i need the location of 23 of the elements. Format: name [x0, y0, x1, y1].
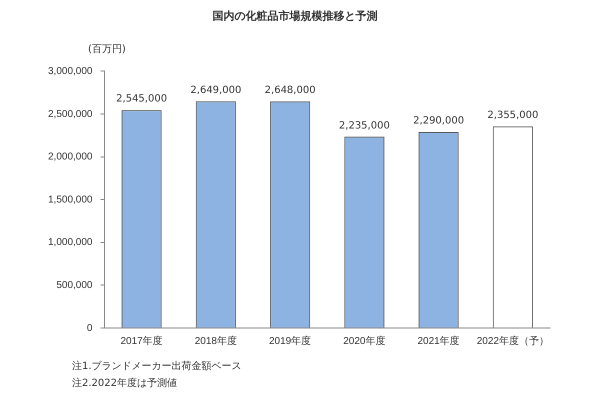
x-tick-label: 2017年度 — [120, 334, 163, 347]
x-tick-label: 2021年度 — [417, 334, 460, 347]
x-tick-label: 2022年度（予） — [476, 334, 549, 347]
data-label: 2,235,000 — [338, 120, 390, 132]
text: 注1.ブランドメーカー出荷金額ベース — [72, 360, 242, 374]
data-label: 2,649,000 — [190, 84, 242, 96]
chart-title: 国内の化粧品市場規模推移と予測 — [212, 9, 378, 22]
x-tick-label: 2020年度 — [343, 334, 386, 347]
y-tick-label: 1,000,000 — [48, 237, 93, 248]
data-label: 2,290,000 — [413, 116, 464, 127]
data-label: 2,545,000 — [116, 94, 168, 105]
text: 注2.2022年度は予測値 — [72, 376, 178, 391]
y-tick-label: 1,500,000 — [48, 194, 93, 206]
y-tick-label: 2,500,000 — [48, 108, 93, 120]
y-tick-label: 3,000,000 — [48, 66, 93, 77]
y-tick-label: 2,000,000 — [48, 152, 93, 163]
x-tick-label: 2019年度 — [268, 334, 312, 347]
data-label: 2,648,000 — [264, 84, 316, 96]
y-axis-title: (百万円) — [88, 43, 126, 56]
x-tick-label: 2018年度 — [194, 334, 237, 347]
y-tick-label: 0 — [86, 322, 93, 334]
y-tick-label: 500,000 — [56, 280, 93, 291]
data-label: 2,355,000 — [487, 110, 538, 122]
